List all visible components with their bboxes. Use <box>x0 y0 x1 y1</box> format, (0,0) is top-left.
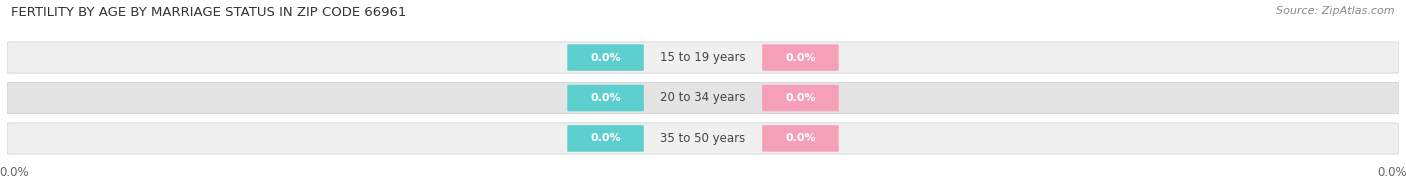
Text: 0.0%: 0.0% <box>591 53 621 63</box>
FancyBboxPatch shape <box>567 44 644 71</box>
FancyBboxPatch shape <box>7 83 1399 113</box>
Text: 0.0%: 0.0% <box>785 133 815 143</box>
Text: 0.0%: 0.0% <box>591 93 621 103</box>
FancyBboxPatch shape <box>762 44 839 71</box>
FancyBboxPatch shape <box>567 125 644 152</box>
FancyBboxPatch shape <box>7 123 1399 154</box>
FancyBboxPatch shape <box>762 85 839 111</box>
Text: 0.0%: 0.0% <box>785 93 815 103</box>
Text: Source: ZipAtlas.com: Source: ZipAtlas.com <box>1277 6 1395 16</box>
Text: 20 to 34 years: 20 to 34 years <box>661 92 745 104</box>
FancyBboxPatch shape <box>567 85 644 111</box>
Text: 0.0%: 0.0% <box>785 53 815 63</box>
FancyBboxPatch shape <box>762 125 839 152</box>
FancyBboxPatch shape <box>7 42 1399 73</box>
Text: 35 to 50 years: 35 to 50 years <box>661 132 745 145</box>
Text: 15 to 19 years: 15 to 19 years <box>661 51 745 64</box>
Text: FERTILITY BY AGE BY MARRIAGE STATUS IN ZIP CODE 66961: FERTILITY BY AGE BY MARRIAGE STATUS IN Z… <box>11 6 406 19</box>
Text: 0.0%: 0.0% <box>591 133 621 143</box>
